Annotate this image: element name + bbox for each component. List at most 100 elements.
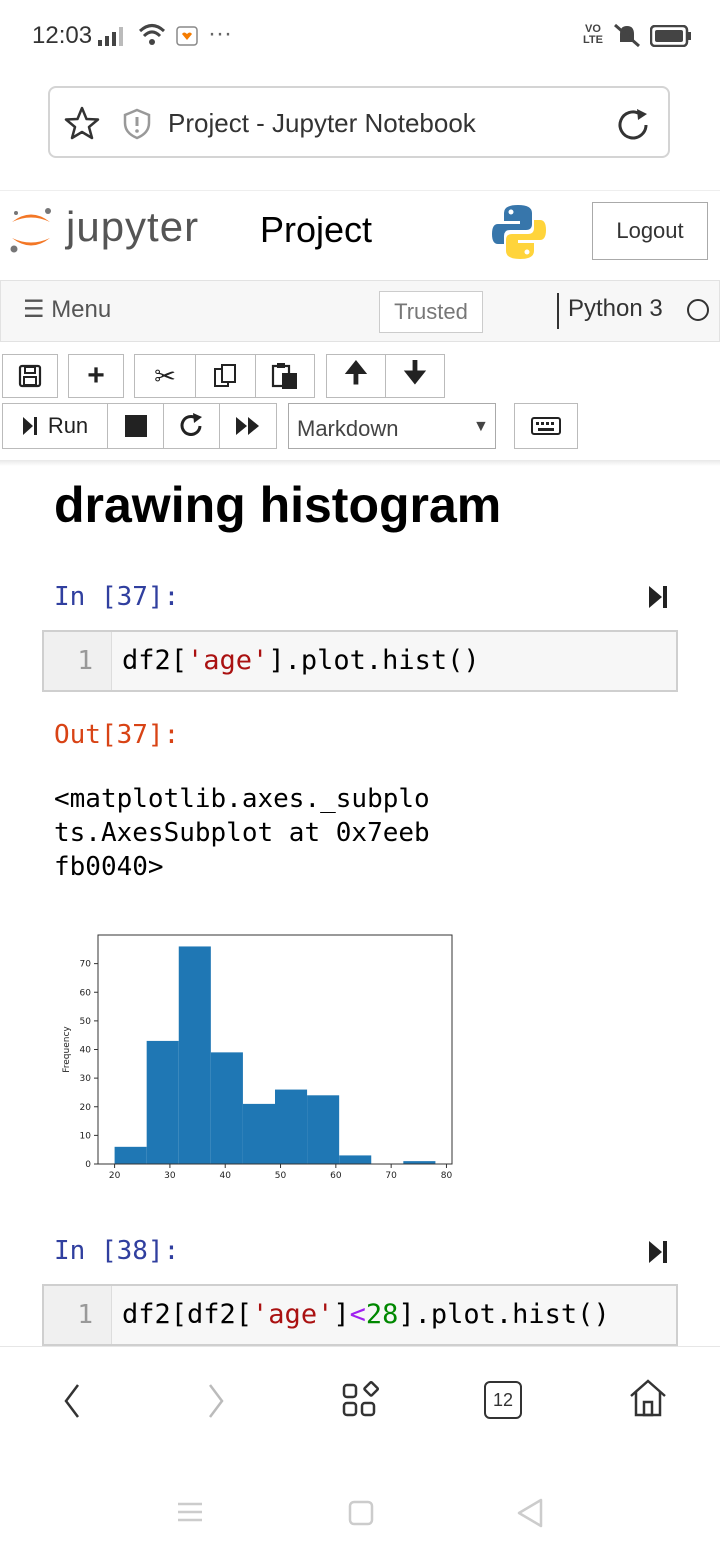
x-tick-label: 70: [385, 1171, 397, 1181]
run-cell-icon[interactable]: [648, 585, 668, 609]
menu-bar: ☰ Menu Trusted Python 3: [0, 280, 720, 342]
move-down-button[interactable]: 🠋: [385, 354, 445, 398]
logout-button[interactable]: Logout: [592, 202, 708, 260]
tab-count: 12: [492, 1389, 514, 1410]
move-up-button[interactable]: 🠉: [326, 354, 386, 398]
restart-icon: [180, 413, 202, 436]
system-nav-bar: [0, 1450, 720, 1560]
dropdown-arrow-icon: ▼: [473, 418, 489, 435]
mute-icon: [614, 23, 640, 48]
y-tick-label: 20: [80, 1103, 92, 1113]
recents-icon[interactable]: [176, 1500, 204, 1524]
volte-label: VO LTE: [583, 23, 603, 46]
y-tick-label: 10: [80, 1131, 92, 1141]
forward-icon[interactable]: [204, 1381, 228, 1421]
cell-type-value: Markdown: [297, 416, 399, 441]
code-operator-token: <: [349, 1299, 366, 1330]
arrow-down-icon: 🠋: [403, 357, 427, 388]
code-token: ].plot.hist(): [268, 645, 480, 676]
status-time: 12:03: [32, 22, 93, 49]
jupyter-logo-icon[interactable]: [8, 205, 54, 255]
histogram-bar: [114, 1146, 147, 1164]
kernel-name: Python 3: [568, 295, 663, 322]
browser-bottom-nav: 12: [0, 1346, 720, 1451]
code-token: ].plot.hist(): [398, 1299, 610, 1330]
bookmark-star-icon[interactable]: [64, 106, 100, 140]
home-icon[interactable]: [628, 1377, 668, 1419]
notebook-name[interactable]: Project: [260, 209, 373, 250]
kernel-divider: [557, 293, 559, 329]
output-text: <matplotlib.axes._subplo ts.AxesSubplot …: [54, 784, 430, 882]
run-cell-icon[interactable]: [648, 1240, 668, 1264]
trusted-indicator[interactable]: Trusted: [379, 291, 483, 333]
cut-button[interactable]: ✂: [134, 354, 196, 398]
copy-button[interactable]: [195, 354, 256, 398]
shield-icon[interactable]: [122, 108, 152, 140]
home-nav-icon[interactable]: [348, 1500, 374, 1526]
histogram-bar: [339, 1155, 372, 1164]
step-forward-icon: [22, 417, 37, 435]
insert-cell-button[interactable]: +: [68, 354, 124, 398]
code-token: df2[df2[: [122, 1299, 253, 1330]
page-title: Project - Jupyter Notebook: [168, 108, 476, 138]
markdown-heading[interactable]: drawing histogram: [54, 477, 502, 533]
restart-button[interactable]: [163, 403, 220, 449]
restart-run-all-button[interactable]: [219, 403, 277, 449]
save-button[interactable]: [2, 354, 58, 398]
histogram-bar: [146, 1040, 179, 1164]
y-axis-label: Frequency: [62, 1026, 72, 1073]
code-line[interactable]: df2['age'].plot.hist(): [122, 632, 480, 690]
output-prompt: Out[37]:: [54, 720, 180, 750]
menu-button[interactable]: ☰ Menu: [23, 295, 111, 324]
keyboard-icon: [531, 417, 561, 435]
wifi-icon: [138, 24, 166, 45]
back-nav-icon[interactable]: [516, 1498, 544, 1528]
x-tick-label: 50: [275, 1171, 287, 1181]
y-tick-label: 60: [80, 988, 92, 998]
x-tick-label: 80: [441, 1171, 453, 1181]
y-tick-label: 50: [80, 1017, 92, 1027]
paste-button[interactable]: [255, 354, 315, 398]
histogram-bar: [403, 1161, 436, 1164]
x-tick-label: 40: [219, 1171, 231, 1181]
line-number: 1: [44, 632, 112, 690]
reload-icon[interactable]: [616, 108, 652, 142]
tabs-button[interactable]: 12: [484, 1381, 522, 1419]
y-tick-label: 0: [85, 1160, 91, 1170]
copy-icon: [213, 364, 236, 387]
save-icon: [18, 364, 42, 388]
interrupt-button[interactable]: [107, 403, 164, 449]
y-tick-label: 40: [80, 1046, 92, 1056]
code-string-token: 'age': [252, 1299, 334, 1330]
code-line[interactable]: df2[df2['age']<28].plot.hist(): [122, 1286, 610, 1344]
code-cell[interactable]: 1 df2['age'].plot.hist(): [42, 630, 678, 692]
fast-forward-icon: [236, 417, 259, 435]
run-button[interactable]: Run: [2, 403, 108, 449]
x-tick-label: 60: [330, 1171, 342, 1181]
address-bar[interactable]: Project - Jupyter Notebook: [48, 86, 670, 158]
apps-icon[interactable]: [340, 1381, 380, 1421]
command-palette-button[interactable]: [514, 403, 578, 449]
stop-icon: [124, 415, 147, 437]
jupyter-logo-text[interactable]: jupyter: [66, 203, 200, 250]
scissors-icon: ✂: [154, 360, 176, 391]
kernel-status-idle-icon: [687, 299, 709, 321]
battery-icon: [650, 25, 691, 47]
code-cell[interactable]: 1 df2[df2['age']<28].plot.hist(): [42, 1284, 678, 1346]
code-token: ]: [333, 1299, 350, 1330]
plus-icon: +: [87, 359, 105, 392]
back-icon[interactable]: [60, 1381, 84, 1421]
paste-icon: [271, 363, 297, 389]
signal-icon: [98, 27, 123, 46]
app-notification-icon: [176, 26, 198, 46]
toolbar-shadow: [0, 460, 720, 466]
run-label: Run: [47, 413, 89, 438]
jupyter-header: jupyter Project Logout: [0, 190, 720, 271]
status-bar: 12:03 ··· VO LTE: [0, 0, 720, 72]
histogram-bar: [275, 1089, 308, 1164]
menu-label: Menu: [51, 296, 112, 323]
hamburger-icon: ☰: [23, 296, 45, 323]
python-logo-icon: [492, 205, 546, 259]
cell-type-select[interactable]: Markdown ▼: [288, 403, 496, 449]
histogram-bar: [242, 1103, 275, 1164]
